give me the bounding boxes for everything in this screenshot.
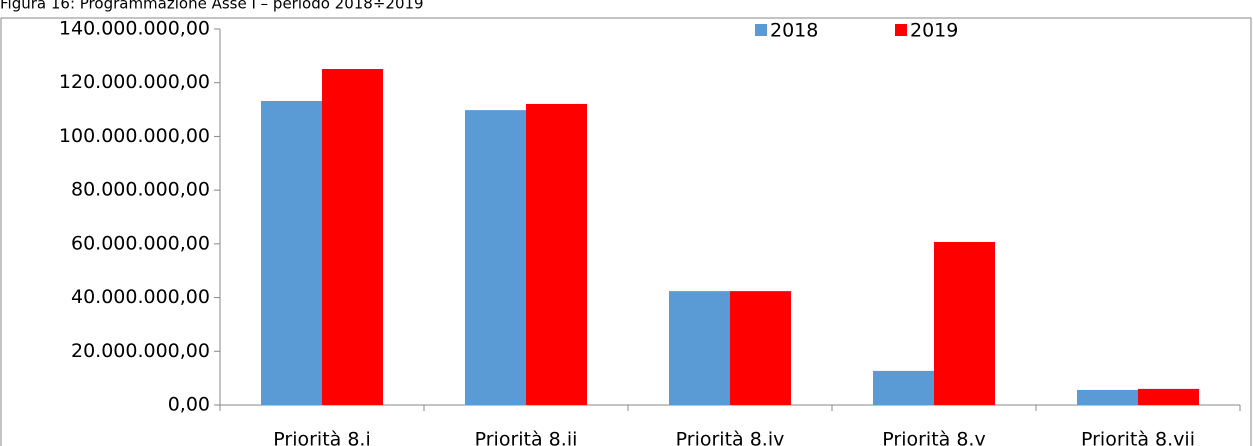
bar — [669, 291, 730, 405]
y-tick-label: 40.000.000,00 — [71, 286, 210, 308]
bar — [730, 291, 791, 405]
bar — [261, 100, 322, 405]
bar — [465, 110, 526, 405]
x-tick-label: Priorità 8.i — [273, 429, 370, 446]
bar — [1138, 388, 1199, 405]
bar — [873, 370, 934, 405]
bar — [322, 69, 383, 405]
chart-title: Figura 16: Programmazione Asse I – perio… — [0, 0, 424, 13]
bar — [1077, 389, 1138, 405]
legend-swatch — [895, 24, 907, 36]
x-tick-label: Priorità 8.vii — [1081, 429, 1195, 446]
bar — [934, 241, 995, 405]
y-tick-label: 80.000.000,00 — [71, 179, 210, 201]
x-tick-label: Priorità 8.iv — [676, 429, 785, 446]
chart-frame — [0, 17, 1252, 446]
legend-swatch — [755, 24, 767, 36]
y-tick-label: 120.000.000,00 — [59, 71, 210, 93]
x-tick-label: Priorità 8.ii — [475, 429, 578, 446]
y-tick-label: 0,00 — [168, 394, 210, 416]
x-tick-label: Priorità 8.v — [882, 429, 985, 446]
bar — [526, 103, 587, 405]
legend-label: 2019 — [910, 20, 958, 42]
y-tick-label: 140.000.000,00 — [59, 18, 210, 40]
y-tick-label: 60.000.000,00 — [71, 232, 210, 254]
y-tick-label: 100.000.000,00 — [59, 125, 210, 147]
y-tick-label: 20.000.000,00 — [71, 340, 210, 362]
legend-label: 2018 — [770, 20, 818, 42]
